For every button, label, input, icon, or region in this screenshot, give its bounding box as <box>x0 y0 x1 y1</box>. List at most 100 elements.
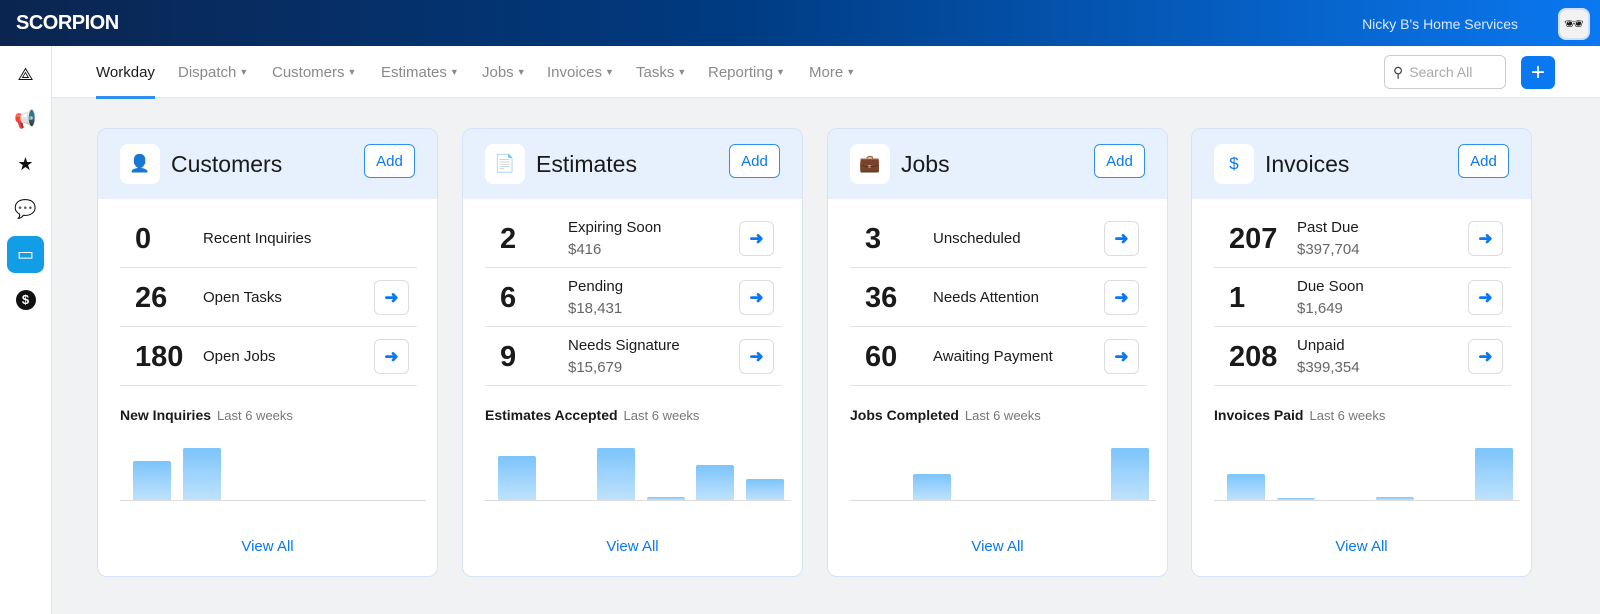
arrow-right-icon: ➜ <box>1478 346 1493 366</box>
tab-invoices[interactable]: Invoices ▼ <box>547 64 614 81</box>
chart-bar <box>745 479 784 500</box>
tab-label: Tasks <box>636 64 675 81</box>
open-arrow-button[interactable]: ➜ <box>1104 339 1139 374</box>
stat-amount: $397,704 <box>1297 241 1360 258</box>
chart <box>850 429 1156 501</box>
chart <box>120 429 426 501</box>
chart-bar <box>1474 448 1513 500</box>
chart-title-text: New Inquiries <box>120 407 212 423</box>
estimates-card: 📄 Estimates Add 2 Expiring Soon $416 ➜ 6 Pending… <box>462 128 803 577</box>
chart-range: Last 6 weeks <box>1309 408 1386 423</box>
logo[interactable]: SCORPION <box>16 12 119 34</box>
search-placeholder: Search All <box>1409 64 1473 80</box>
stat-label: Open Jobs <box>203 348 276 365</box>
card-header: 💼 Jobs Add <box>828 129 1167 199</box>
stat-label: Unscheduled <box>933 230 1021 247</box>
stat-count: 6 <box>500 282 517 314</box>
card-header: 📄 Estimates Add <box>463 129 802 199</box>
chart-range: Last 6 weeks <box>964 408 1041 423</box>
stat-count: 1 <box>1229 282 1246 314</box>
view-all-link[interactable]: View All <box>971 538 1024 555</box>
view-all-link[interactable]: View All <box>1335 538 1388 555</box>
stat-amount: $15,679 <box>568 359 623 376</box>
stat-row: 60 Awaiting Payment ➜ <box>850 327 1147 386</box>
incognito-icon: 🕶 <box>1563 16 1585 33</box>
arrow-right-icon: ➜ <box>384 346 399 366</box>
stat-label: Needs Attention <box>933 289 1039 306</box>
stat-label: Awaiting Payment <box>933 348 1053 365</box>
stat-row: 6 Pending $18,431 ➜ <box>485 268 782 327</box>
open-arrow-button[interactable]: ➜ <box>374 339 409 374</box>
open-arrow-button[interactable]: ➜ <box>1468 280 1503 315</box>
chart-range: Last 6 weeks <box>217 408 293 423</box>
dollar-glyph: $ <box>15 289 36 310</box>
estimates-icon: 📄 <box>485 144 525 184</box>
clipboard-icon[interactable]: ▭ <box>7 236 44 273</box>
chart-title: Estimates Accepted Last 6 weeks <box>485 407 699 423</box>
stat-amount: $399,354 <box>1297 359 1360 376</box>
arrow-right-icon: ➜ <box>1114 228 1129 248</box>
stat-label: Due Soon <box>1297 278 1364 295</box>
invoices-icon: $ <box>1214 144 1254 184</box>
tab-dispatch[interactable]: Dispatch ▼ <box>178 64 248 81</box>
open-arrow-button[interactable]: ➜ <box>374 280 409 315</box>
add-estimates-button[interactable]: Add <box>729 144 780 178</box>
open-arrow-button[interactable]: ➜ <box>739 339 774 374</box>
tab-label: More <box>809 64 844 81</box>
open-arrow-button[interactable]: ➜ <box>1468 339 1503 374</box>
caret-down-icon: ▼ <box>449 67 459 77</box>
caret-down-icon: ▼ <box>347 67 357 77</box>
chart-bar <box>182 448 221 500</box>
search-icon: ⚲ <box>1393 63 1404 80</box>
stat-label: Pending <box>568 278 624 295</box>
tab-estimates[interactable]: Estimates ▼ <box>381 64 459 81</box>
open-arrow-button[interactable]: ➜ <box>1104 280 1139 315</box>
chart-title-text: Estimates Accepted <box>485 407 618 423</box>
open-arrow-button[interactable]: ➜ <box>1104 221 1139 256</box>
add-jobs-button[interactable]: Add <box>1094 144 1145 178</box>
tab-label: Reporting <box>708 64 774 81</box>
tab-label: Estimates <box>381 64 447 81</box>
network-icon[interactable]: ⟁ <box>17 64 34 84</box>
chat-icon[interactable]: 💬 <box>14 199 37 219</box>
add-customers-button[interactable]: Add <box>364 144 415 178</box>
view-all-link[interactable]: View All <box>241 538 294 555</box>
stat-label: Recent Inquiries <box>203 230 312 247</box>
business-name[interactable]: Nicky B's Home Services <box>1362 16 1518 32</box>
stat-amount: $1,649 <box>1297 300 1343 317</box>
stat-row: 36 Needs Attention ➜ <box>850 268 1147 327</box>
megaphone-icon[interactable]: 📢 <box>14 109 37 129</box>
arrow-right-icon: ➜ <box>1114 346 1129 366</box>
tab-tasks[interactable]: Tasks ▼ <box>636 64 686 81</box>
main-nav: ⚲ Search All + Workday Dispatch ▼ Customers ▼… <box>52 46 1600 99</box>
dollar-icon[interactable]: $ <box>7 281 44 318</box>
chart-bar <box>498 456 536 500</box>
tab-reporting[interactable]: Reporting ▼ <box>708 64 785 81</box>
stat-label: Past Due <box>1297 219 1359 236</box>
tab-jobs[interactable]: Jobs ▼ <box>482 64 526 81</box>
stat-count: 180 <box>135 341 184 373</box>
chart <box>485 429 791 501</box>
open-arrow-button[interactable]: ➜ <box>1468 221 1503 256</box>
star-review-icon[interactable]: ★ <box>17 154 34 174</box>
add-invoices-button[interactable]: Add <box>1458 144 1509 178</box>
arrow-right-icon: ➜ <box>1478 228 1493 248</box>
tab-more[interactable]: More ▼ <box>809 64 855 81</box>
stat-row: 26 Open Tasks ➜ <box>120 268 417 327</box>
tab-workday[interactable]: Workday <box>96 64 155 99</box>
chart-bar <box>646 496 685 500</box>
add-new-button[interactable]: + <box>1521 56 1555 89</box>
chart-title: New Inquiries Last 6 weeks <box>120 407 293 423</box>
open-arrow-button[interactable]: ➜ <box>739 221 774 256</box>
search-input[interactable]: ⚲ Search All <box>1384 55 1506 89</box>
view-all-link[interactable]: View All <box>606 538 659 555</box>
avatar[interactable]: 🕶 <box>1558 8 1590 40</box>
chart-bar <box>1375 497 1414 500</box>
tab-label: Jobs <box>482 64 514 81</box>
tab-customers[interactable]: Customers ▼ <box>272 64 356 81</box>
stat-count: 0 <box>135 223 152 255</box>
top-bar: SCORPION Nicky B's Home Services 🕶 <box>0 0 1600 46</box>
open-arrow-button[interactable]: ➜ <box>739 280 774 315</box>
stat-amount: $416 <box>568 241 602 258</box>
chart-title-text: Invoices Paid <box>1214 407 1304 423</box>
